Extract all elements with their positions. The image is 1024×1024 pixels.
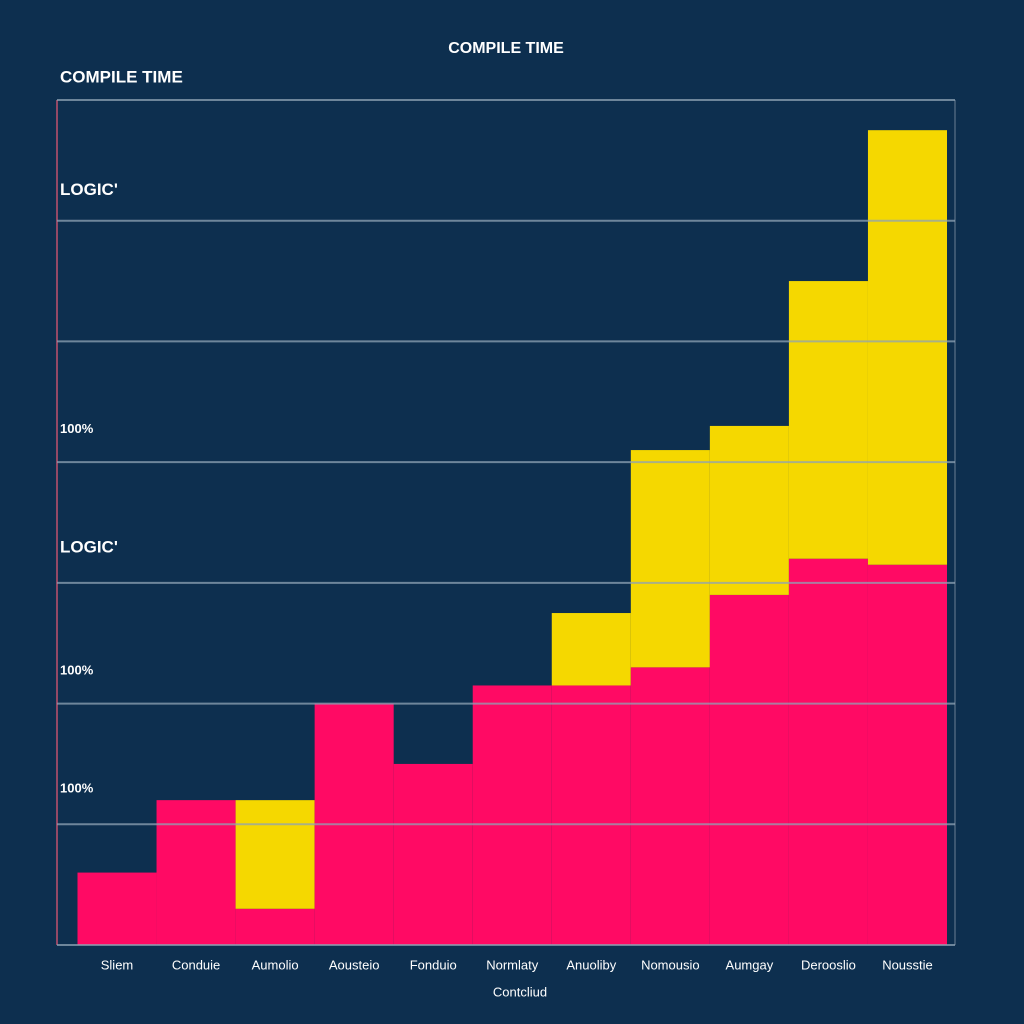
y-annotation: LOGIC' (60, 180, 118, 199)
bars (77, 130, 947, 945)
bar-segment (630, 667, 710, 945)
bar-segment (235, 800, 315, 909)
x-tick-label: Aumgay (726, 957, 774, 972)
bar-segment (235, 908, 315, 945)
bar-segment (788, 281, 868, 559)
bar-segment (551, 685, 631, 945)
y-annotation: 100% (60, 421, 94, 436)
bar-segment (77, 872, 157, 945)
y-annotation: 100% (60, 781, 94, 796)
x-tick-label: Derooslio (801, 957, 856, 972)
bar-segment (156, 800, 236, 945)
bar-segment (551, 613, 631, 686)
x-tick-label: Nomousio (641, 957, 700, 972)
x-tick-label: Anuoliby (566, 957, 616, 972)
x-tick-label: Nousstie (882, 957, 933, 972)
grid (57, 99, 955, 946)
bar-segment (867, 130, 947, 565)
bar-segment (788, 558, 868, 945)
x-axis-label: Contcliud (493, 984, 547, 999)
chart-title: COMPILE TIME (448, 40, 564, 57)
y-annotation: LOGIC' (60, 537, 118, 556)
y-annotation: 100% (60, 662, 94, 677)
x-tick-label: Aousteio (329, 957, 380, 972)
x-tick-label: Aumolio (252, 957, 299, 972)
bar-segment (709, 425, 789, 595)
chart-subtitle: COMPILE TIME (60, 67, 183, 86)
bar-segment (472, 685, 552, 945)
bar-segment (393, 763, 473, 945)
bar-segment (709, 594, 789, 945)
bar-segment (867, 564, 947, 945)
x-tick-label: Normlaty (486, 957, 539, 972)
x-tick-label: Fonduio (410, 957, 457, 972)
bar-segment (630, 450, 710, 668)
x-tick-label: Sliem (101, 957, 134, 972)
x-tick-label: Conduie (172, 957, 220, 972)
